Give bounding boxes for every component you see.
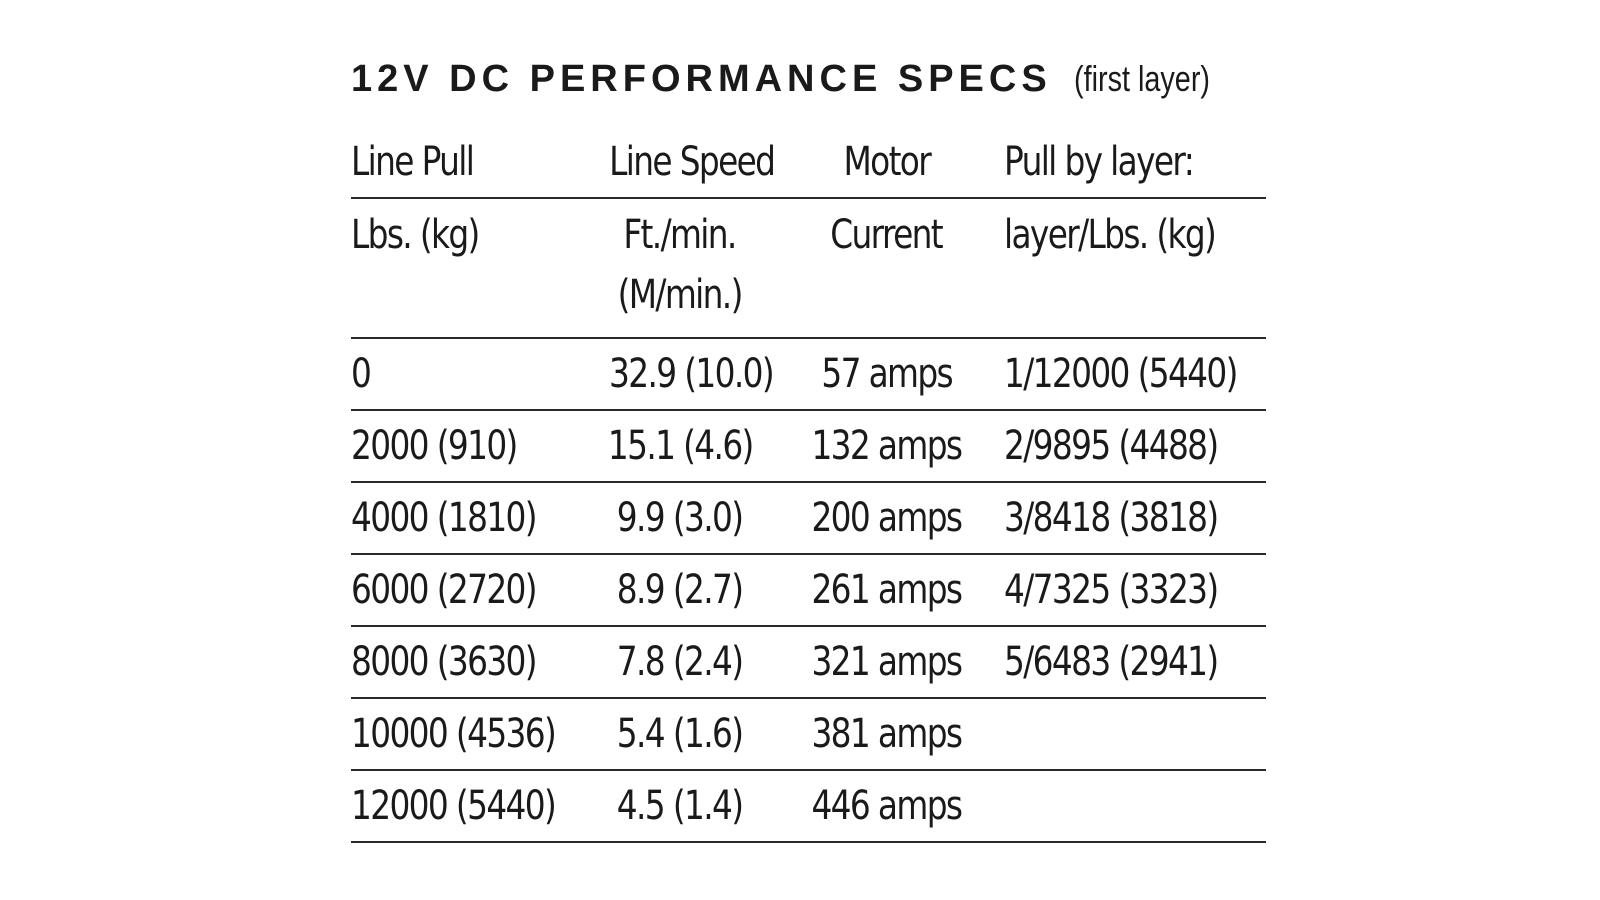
cell-line-pull: 12000 (5440) bbox=[351, 770, 591, 843]
cell-pull-by-layer: 2/9895 (4488) bbox=[1004, 410, 1266, 483]
cell-line-speed: 7.8 (2.4) bbox=[591, 626, 769, 699]
cell-pull-by-layer: 5/6483 (2941) bbox=[1004, 626, 1266, 699]
cell-line-speed: 4.5 (1.4) bbox=[591, 770, 769, 843]
performance-specs-block: 12V DC PERFORMANCE SPECS (first layer) L… bbox=[351, 58, 1266, 843]
cell-line-pull: 2000 (910) bbox=[351, 410, 591, 483]
header-motor: Motor bbox=[769, 127, 1004, 199]
cell-pull-by-layer bbox=[1004, 770, 1266, 843]
header-pull-units: Lbs. (kg) bbox=[351, 198, 591, 339]
header-current: Current bbox=[769, 198, 1004, 339]
cell-pull-by-layer: 4/7325 (3323) bbox=[1004, 554, 1266, 627]
cell-motor-current: 57 amps bbox=[769, 338, 1004, 411]
table-row: 0 32.9 (10.0) 57 amps 1/12000 (5440) bbox=[351, 338, 1266, 411]
cell-motor-current: 200 amps bbox=[769, 482, 1004, 555]
cell-motor-current: 261 amps bbox=[769, 554, 1004, 627]
cell-motor-current: 446 amps bbox=[769, 770, 1004, 843]
cell-line-pull: 4000 (1810) bbox=[351, 482, 591, 555]
spec-title-row: 12V DC PERFORMANCE SPECS (first layer) bbox=[351, 58, 1266, 114]
cell-pull-by-layer: 1/12000 (5440) bbox=[1004, 338, 1266, 411]
header-line-speed: Line Speed bbox=[591, 127, 776, 199]
cell-pull-by-layer: 3/8418 (3818) bbox=[1004, 482, 1266, 555]
cell-pull-by-layer bbox=[1004, 698, 1266, 771]
header-speed-units: Ft./min. (M/min.) bbox=[591, 198, 769, 339]
header-row-1: Line Pull Line Speed Motor Pull by layer… bbox=[351, 127, 1266, 199]
table-row: 6000 (2720) 8.9 (2.7) 261 amps 4/7325 (3… bbox=[351, 554, 1266, 627]
cell-motor-current: 321 amps bbox=[769, 626, 1004, 699]
table-row: 4000 (1810) 9.9 (3.0) 200 amps 3/8418 (3… bbox=[351, 482, 1266, 555]
table-row: 10000 (4536) 5.4 (1.6) 381 amps bbox=[351, 698, 1266, 771]
cell-motor-current: 381 amps bbox=[769, 698, 1004, 771]
table-row: 8000 (3630) 7.8 (2.4) 321 amps 5/6483 (2… bbox=[351, 626, 1266, 699]
header-layer-units: layer/Lbs. (kg) bbox=[1004, 198, 1266, 339]
cell-line-speed: 32.9 (10.0) bbox=[591, 338, 775, 411]
header-line-pull: Line Pull bbox=[351, 127, 591, 199]
cell-line-speed: 9.9 (3.0) bbox=[591, 482, 769, 555]
cell-line-pull: 0 bbox=[351, 338, 591, 411]
cell-line-pull: 8000 (3630) bbox=[351, 626, 591, 699]
cell-motor-current: 132 amps bbox=[769, 410, 1004, 483]
cell-line-speed: 8.9 (2.7) bbox=[591, 554, 769, 627]
table-row: 2000 (910) 15.1 (4.6) 132 amps 2/9895 (4… bbox=[351, 410, 1266, 483]
spec-title: 12V DC PERFORMANCE SPECS bbox=[351, 58, 1052, 100]
cell-line-pull: 10000 (4536) bbox=[351, 698, 591, 771]
header-pull-by-layer: Pull by layer: bbox=[1004, 127, 1266, 199]
table-row: 12000 (5440) 4.5 (1.4) 446 amps bbox=[351, 770, 1266, 843]
performance-specs-table: Line Pull Line Speed Motor Pull by layer… bbox=[351, 127, 1266, 843]
spec-subtitle: (first layer) bbox=[1073, 58, 1210, 99]
header-row-2: Lbs. (kg) Ft./min. (M/min.) Current layer… bbox=[351, 198, 1266, 339]
cell-line-speed: 5.4 (1.6) bbox=[591, 698, 769, 771]
cell-line-pull: 6000 (2720) bbox=[351, 554, 591, 627]
cell-line-speed: 15.1 (4.6) bbox=[591, 410, 769, 483]
header-speed-units-metric: (M/min.) bbox=[617, 272, 744, 318]
